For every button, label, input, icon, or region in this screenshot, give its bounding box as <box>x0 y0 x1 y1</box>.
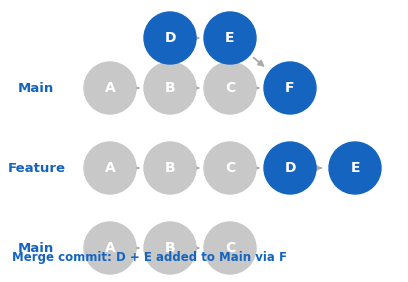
Text: A: A <box>104 241 115 255</box>
Circle shape <box>84 62 136 114</box>
Text: E: E <box>350 161 360 175</box>
Text: Main: Main <box>18 241 54 254</box>
Circle shape <box>329 142 381 194</box>
Circle shape <box>204 142 256 194</box>
Text: B: B <box>165 81 175 95</box>
Text: E: E <box>225 31 235 45</box>
Text: D: D <box>284 161 296 175</box>
Text: A: A <box>104 81 115 95</box>
Text: C: C <box>225 241 235 255</box>
Circle shape <box>144 62 196 114</box>
Text: D: D <box>164 31 176 45</box>
Circle shape <box>144 12 196 64</box>
Circle shape <box>84 142 136 194</box>
Circle shape <box>204 62 256 114</box>
Circle shape <box>204 222 256 274</box>
Text: C: C <box>225 81 235 95</box>
Circle shape <box>264 142 316 194</box>
Circle shape <box>84 222 136 274</box>
Text: C: C <box>225 161 235 175</box>
Circle shape <box>144 142 196 194</box>
Circle shape <box>144 222 196 274</box>
Text: Merge commit: D + E added to Main via F: Merge commit: D + E added to Main via F <box>12 251 287 264</box>
Circle shape <box>204 12 256 64</box>
Text: F: F <box>285 81 295 95</box>
Circle shape <box>264 62 316 114</box>
Text: Feature: Feature <box>8 162 66 175</box>
Text: B: B <box>165 241 175 255</box>
Text: B: B <box>165 161 175 175</box>
Text: A: A <box>104 161 115 175</box>
Text: Main: Main <box>18 81 54 94</box>
